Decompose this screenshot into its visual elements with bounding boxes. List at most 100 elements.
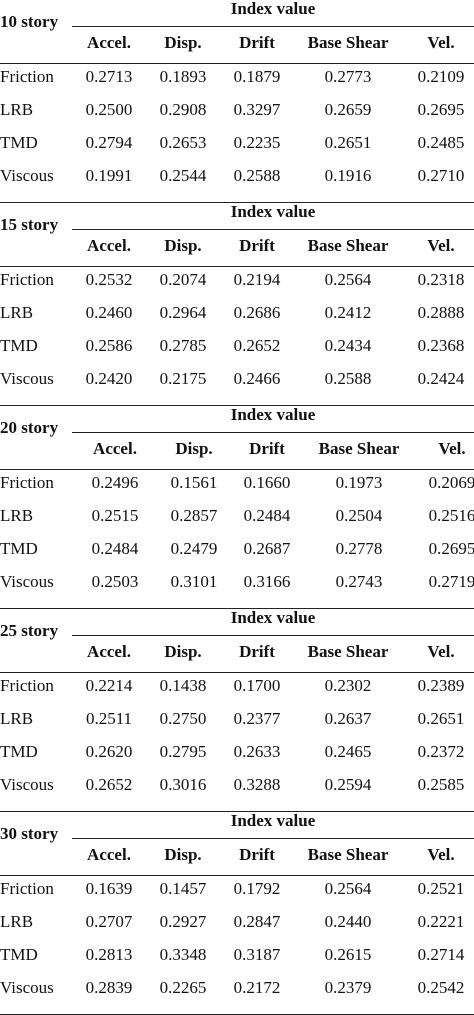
story-label: 10 story [0,12,59,31]
column-header: Drift [239,845,275,864]
index-value-cell: 0.1893 [159,67,207,86]
story-block: 10 story Index value Accel. Disp. Drift Base … [0,0,474,203]
damper-type-label: LRB [0,912,34,931]
column-header: Accel. [87,845,131,864]
damper-type-label: Viscous [0,369,54,388]
index-value-cell: 0.2857 [170,506,218,525]
index-value-cell: 0.2659 [324,100,372,119]
column-header: Drift [249,439,285,458]
index-value-cell: 0.2687 [243,539,291,558]
damper-type-label: TMD [0,539,38,558]
damper-type-label: LRB [0,100,34,119]
index-value-cell: 0.2615 [324,945,372,964]
index-value-cell: 0.3348 [159,945,207,964]
index-value-cell: 0.2544 [159,166,207,185]
index-value-cell: 0.2377 [233,709,281,728]
index-rule [72,838,474,839]
index-value-cell: 0.1879 [233,67,281,86]
index-value-cell: 0.2511 [85,709,133,728]
index-value-cell: 0.1639 [85,879,133,898]
index-value-cell: 0.2372 [417,742,465,761]
index-value-cell: 0.2109 [417,67,465,86]
index-value-header: Index value [230,202,316,221]
column-header: Disp. [164,642,202,661]
index-value-cell: 0.1438 [159,676,207,695]
index-value-cell: 0.2434 [324,336,372,355]
index-value-cell: 0.1561 [170,473,218,492]
column-header: Base Shear [307,33,389,52]
index-value-cell: 0.2516 [428,506,474,525]
column-header: Base Shear [307,845,389,864]
index-value-cell: 0.2265 [159,978,207,997]
index-value-cell: 0.2194 [233,270,281,289]
damper-type-label: Viscous [0,978,54,997]
column-header: Drift [239,236,275,255]
column-header: Base Shear [307,642,389,661]
index-value-cell: 0.2795 [159,742,207,761]
damper-type-label: Friction [0,879,54,898]
index-value-cell: 0.2713 [85,67,133,86]
damper-type-label: LRB [0,506,34,525]
header-rule [0,875,474,876]
index-value-cell: 0.1700 [233,676,281,695]
index-value-cell: 0.2368 [417,336,465,355]
column-header: Disp. [164,845,202,864]
index-value-cell: 0.2484 [243,506,291,525]
index-value-cell: 0.2496 [91,473,139,492]
story-label: 25 story [0,621,59,640]
index-value-cell: 0.1660 [243,473,291,492]
column-header: Disp. [164,236,202,255]
column-header: Drift [239,33,275,52]
index-value-cell: 0.2586 [85,336,133,355]
column-header: Drift [239,642,275,661]
story-label: 20 story [0,418,59,437]
index-value-cell: 0.2652 [233,336,281,355]
index-value-cell: 0.2221 [417,912,465,931]
index-value-cell: 0.2773 [324,67,372,86]
index-value-cell: 0.2420 [85,369,133,388]
index-value-cell: 0.2686 [233,303,281,322]
column-header: Accel. [87,642,131,661]
column-header: Accel. [93,439,137,458]
index-value-cell: 0.1916 [324,166,372,185]
story-label: 30 story [0,824,59,843]
index-value-cell: 0.3297 [233,100,281,119]
index-value-cell: 0.2564 [324,879,372,898]
index-value-cell: 0.2460 [85,303,133,322]
index-value-cell: 0.2651 [324,133,372,152]
index-value-cell: 0.1973 [335,473,383,492]
story-block: 30 story Index value Accel. Disp. Drift Base … [0,811,474,1015]
index-value-cell: 0.2695 [428,539,474,558]
header-rule [0,63,474,64]
damper-type-label: TMD [0,742,38,761]
damper-type-label: Viscous [0,775,54,794]
index-value-cell: 0.2069 [428,473,474,492]
index-value-cell: 0.2172 [233,978,281,997]
damper-type-label: Viscous [0,166,54,185]
damper-type-label: LRB [0,303,34,322]
index-value-cell: 0.2515 [91,506,139,525]
index-value-cell: 0.2389 [417,676,465,695]
damper-type-label: Friction [0,473,54,492]
damper-type-label: Friction [0,67,54,86]
index-value-cell: 0.2839 [85,978,133,997]
index-value-cell: 0.2542 [417,978,465,997]
column-header: Base Shear [307,236,389,255]
index-value-cell: 0.3288 [233,775,281,794]
index-value-cell: 0.2074 [159,270,207,289]
column-header: Vel. [427,236,455,255]
index-value-cell: 0.2235 [233,133,281,152]
index-value-cell: 0.2521 [417,879,465,898]
column-header: Vel. [427,845,455,864]
index-value-header: Index value [230,608,316,627]
index-value-cell: 0.2484 [91,539,139,558]
index-value-cell: 0.1792 [233,879,281,898]
index-value-cell: 0.2175 [159,369,207,388]
header-rule [0,469,474,470]
index-value-cell: 0.2695 [417,100,465,119]
story-block: 25 story Index value Accel. Disp. Drift Base … [0,608,474,812]
index-value-cell: 0.2743 [335,572,383,591]
damper-type-label: LRB [0,709,34,728]
column-header: Disp. [175,439,213,458]
story-block: 20 story Index value Accel. Disp. Drift Base … [0,405,474,609]
